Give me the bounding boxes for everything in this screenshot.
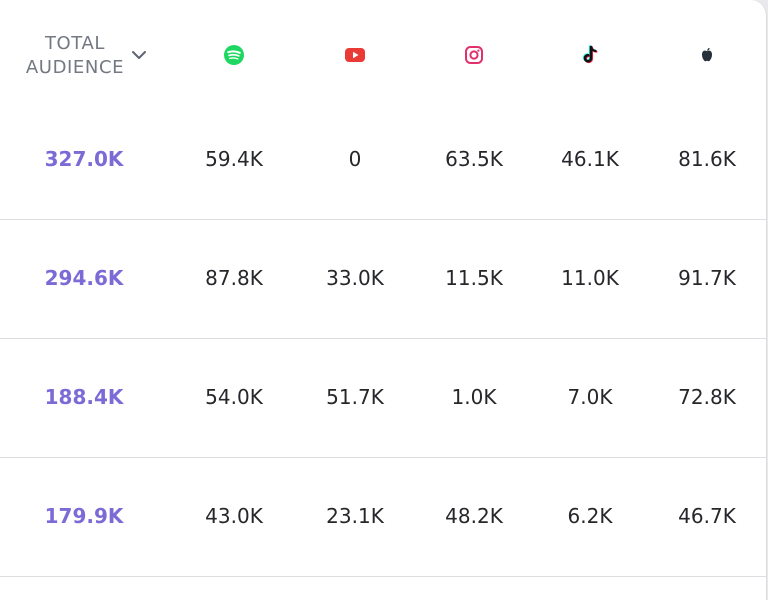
youtube-value: 51.7K — [326, 385, 384, 409]
total-audience-value: 294.6K — [44, 266, 124, 290]
table-row[interactable]: 188.4K 54.0K 51.7K 1.0K 7.0K 72.8K — [0, 338, 766, 458]
instagram-column-header[interactable] — [462, 43, 486, 67]
apple-music-value: 91.7K — [678, 266, 736, 290]
apple-music-value: 81.6K — [678, 147, 736, 171]
tiktok-column-header[interactable] — [578, 43, 602, 67]
youtube-value: 33.0K — [326, 266, 384, 290]
chevron-down-icon[interactable] — [130, 46, 148, 64]
youtube-column-header[interactable] — [343, 43, 367, 67]
row-divider — [0, 338, 766, 339]
tiktok-value: 46.1K — [561, 147, 619, 171]
tiktok-value: 7.0K — [567, 385, 613, 409]
apple-icon — [701, 48, 713, 62]
instagram-value: 11.5K — [445, 266, 503, 290]
apple-music-column-header[interactable] — [695, 43, 719, 67]
total-audience-header: TOTAL AUDIENCE — [20, 32, 130, 80]
total-audience-header-line1: TOTAL — [44, 33, 106, 54]
row-divider — [0, 457, 766, 458]
table-header: TOTAL AUDIENCE — [0, 0, 766, 100]
instagram-value: 48.2K — [445, 504, 503, 528]
table-row[interactable]: 179.9K 43.0K 23.1K 48.2K 6.2K 46.7K — [0, 457, 766, 577]
spotify-icon — [224, 45, 244, 65]
tiktok-icon — [582, 45, 598, 64]
tiktok-value: 11.0K — [561, 266, 619, 290]
table-row[interactable]: 327.0K 59.4K 0 63.5K 46.1K 81.6K — [0, 100, 766, 220]
spotify-value: 87.8K — [205, 266, 263, 290]
youtube-value: 0 — [348, 147, 362, 171]
row-divider — [0, 219, 766, 220]
total-audience-value: 179.9K — [44, 504, 124, 528]
tiktok-value: 6.2K — [567, 504, 613, 528]
spotify-value: 43.0K — [205, 504, 263, 528]
instagram-value: 63.5K — [445, 147, 503, 171]
total-audience-value: 188.4K — [44, 385, 124, 409]
apple-music-value: 46.7K — [678, 504, 736, 528]
youtube-icon — [345, 48, 365, 62]
total-audience-sort-button[interactable]: TOTAL AUDIENCE — [16, 32, 156, 84]
instagram-icon — [465, 46, 483, 64]
spotify-value: 54.0K — [205, 385, 263, 409]
instagram-value: 1.0K — [451, 385, 497, 409]
apple-music-value: 72.8K — [678, 385, 736, 409]
youtube-value: 23.1K — [326, 504, 384, 528]
spotify-column-header[interactable] — [222, 43, 246, 67]
total-audience-value: 327.0K — [44, 147, 124, 171]
table-row[interactable]: 294.6K 87.8K 33.0K 11.5K 11.0K 91.7K — [0, 219, 766, 339]
spotify-value: 59.4K — [205, 147, 263, 171]
total-audience-header-line2: AUDIENCE — [25, 57, 125, 78]
row-divider — [0, 576, 766, 577]
